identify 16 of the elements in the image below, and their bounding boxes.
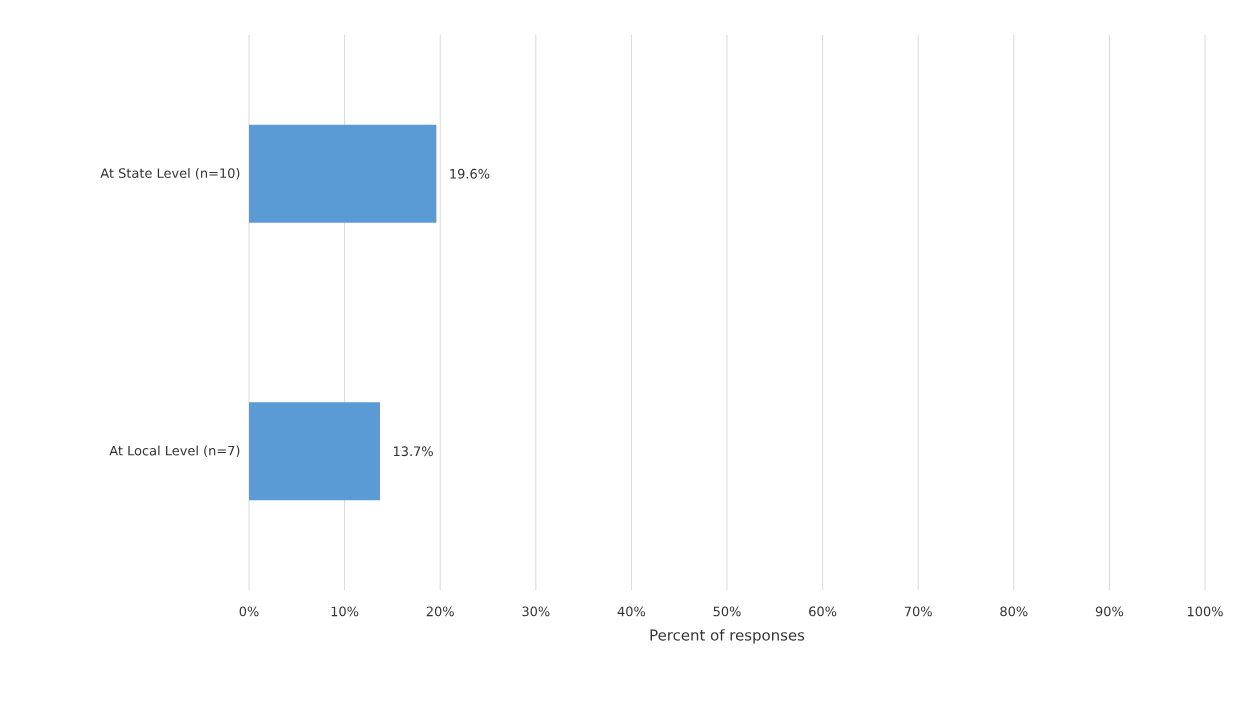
x-axis-title: Percent of responses: [650, 629, 805, 644]
x-tick-label: 90%: [1095, 606, 1124, 617]
x-tick-label: 50%: [713, 606, 741, 617]
x-tick-label: 70%: [904, 606, 932, 617]
x-tick-label: 60%: [809, 606, 837, 617]
y-tick-label: At State Level (n=10): [100, 167, 240, 180]
y-tick-label: At Local Level (n=7): [109, 445, 240, 458]
x-tick-label: 100%: [1187, 606, 1223, 617]
x-tick-label: 20%: [426, 606, 454, 617]
x-tick-label: 10%: [331, 606, 359, 617]
data-label: 13.7%: [393, 446, 433, 457]
data-label: 19.6%: [450, 168, 490, 179]
x-tick-label: 80%: [1000, 606, 1028, 617]
x-tick-label: 40%: [617, 606, 646, 617]
x-tick-label: 30%: [522, 606, 550, 617]
x-tick-label: 0%: [239, 606, 259, 617]
